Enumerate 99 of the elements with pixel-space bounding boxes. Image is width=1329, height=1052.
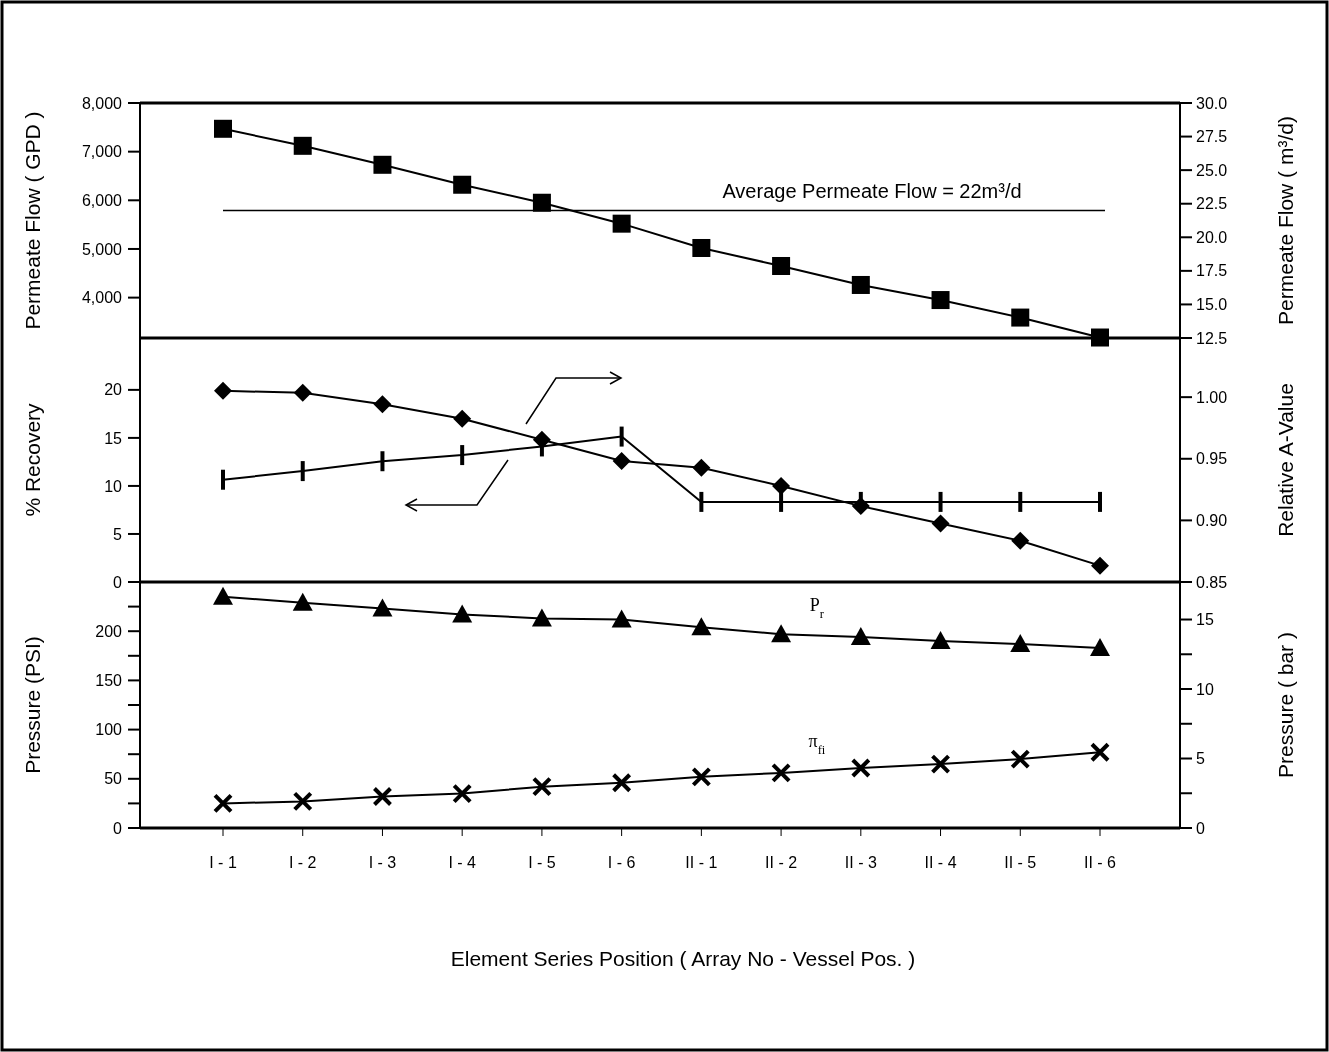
point xyxy=(1090,637,1110,656)
series-label: π$_{fi}$ xyxy=(808,730,826,757)
point xyxy=(612,451,631,470)
y-tick-label: 5 xyxy=(113,525,123,543)
point xyxy=(372,786,393,807)
y2-tick-label: 5 xyxy=(1196,750,1205,768)
point xyxy=(931,291,950,310)
y-tick-label: 200 xyxy=(95,622,123,640)
point xyxy=(373,155,392,174)
y-axis-title: % Recovery xyxy=(21,402,44,517)
ref-line-label: Average Permeate Flow = 22m³/d xyxy=(722,180,1022,203)
point xyxy=(214,381,232,400)
y2-tick-label: 17.5 xyxy=(1196,262,1228,280)
point xyxy=(772,256,791,275)
y2-tick-label: 0.95 xyxy=(1196,450,1228,468)
point xyxy=(771,762,792,783)
x-tick-label: I - 6 xyxy=(607,854,636,871)
y-tick-label: 8,000 xyxy=(81,94,123,112)
point xyxy=(452,783,473,804)
y2-axis-title: Pressure ( bar ) xyxy=(1274,632,1297,778)
x-tick-label: II - 6 xyxy=(1083,854,1117,871)
x-tick-label: I - 1 xyxy=(209,854,237,871)
y-tick-label: 0 xyxy=(113,819,123,837)
point xyxy=(1010,749,1031,770)
y-tick-label: 15 xyxy=(104,429,123,447)
point xyxy=(850,627,871,646)
series-label: P$_{r}$ xyxy=(809,595,825,622)
y2-tick-label: 30.0 xyxy=(1196,94,1228,112)
y2-tick-label: 12.5 xyxy=(1196,329,1228,347)
point xyxy=(1010,633,1031,652)
y2-tick-label: 0.90 xyxy=(1196,511,1228,529)
x-axis-title: Element Series Position ( Array No - Vessel Pos. ) xyxy=(450,947,916,970)
y-tick-label: 150 xyxy=(95,672,123,689)
y-tick-label: 5,000 xyxy=(81,240,123,258)
x-tick-label: I - 2 xyxy=(288,854,317,871)
point xyxy=(611,772,632,793)
point xyxy=(452,604,473,623)
point xyxy=(372,598,393,617)
y2-tick-label: 27.5 xyxy=(1196,128,1228,146)
y-tick-label: 7,000 xyxy=(81,143,123,161)
point xyxy=(1011,308,1030,327)
y2-tick-label: 15 xyxy=(1196,611,1214,629)
y2-tick-label: 22.5 xyxy=(1196,195,1228,213)
point xyxy=(1011,531,1030,550)
x-tick-label: II - 2 xyxy=(765,854,798,871)
x-tick-label: I - 5 xyxy=(528,854,556,871)
y2-axis-title: Permeate Flow ( m³/d) xyxy=(1274,116,1297,325)
point xyxy=(453,175,472,194)
point xyxy=(771,624,792,643)
point xyxy=(453,409,472,428)
y2-tick-label: 0 xyxy=(1196,819,1205,837)
y-axis-title: Permeate Flow ( GPD ) xyxy=(21,111,44,330)
y2-axis-title: Relative A-Value xyxy=(1274,383,1297,537)
y-tick-label: 6,000 xyxy=(81,191,123,209)
y-axis-title: Pressure (PSI) xyxy=(21,636,44,774)
point xyxy=(214,119,232,138)
point xyxy=(1090,742,1110,763)
y2-tick-label: 25.0 xyxy=(1196,161,1228,179)
y2-tick-label: 20.0 xyxy=(1196,228,1228,246)
y2-tick-label: 1.00 xyxy=(1196,388,1228,406)
point xyxy=(691,766,712,787)
point xyxy=(850,757,871,778)
x-tick-label: II - 4 xyxy=(924,854,957,871)
y2-tick-label: 15.0 xyxy=(1196,296,1228,314)
y-tick-label: 20 xyxy=(104,381,123,399)
x-tick-label: II - 1 xyxy=(685,854,718,871)
x-tick-label: II - 3 xyxy=(844,854,877,871)
point xyxy=(373,395,392,414)
point xyxy=(611,609,632,628)
x-tick-label: II - 5 xyxy=(1004,854,1037,871)
x-tick-label: I - 4 xyxy=(448,854,477,871)
point xyxy=(532,193,551,212)
point xyxy=(213,793,233,814)
point xyxy=(292,791,313,812)
point xyxy=(292,592,313,611)
point xyxy=(1091,556,1109,575)
y-tick-label: 100 xyxy=(95,721,123,739)
point xyxy=(213,586,233,605)
point xyxy=(692,458,711,477)
point xyxy=(293,136,312,155)
point xyxy=(612,214,631,233)
y-tick-label: 4,000 xyxy=(81,289,123,307)
point xyxy=(692,238,711,257)
point xyxy=(851,275,870,294)
point xyxy=(691,617,712,636)
y-tick-label: 0 xyxy=(113,573,123,591)
y-tick-label: 10 xyxy=(104,477,123,495)
y2-tick-label: 10 xyxy=(1196,680,1214,698)
point xyxy=(293,383,312,402)
point xyxy=(931,514,950,533)
point xyxy=(930,754,951,775)
point xyxy=(930,631,951,650)
y2-tick-label: 0.85 xyxy=(1196,573,1228,591)
point xyxy=(1091,328,1109,347)
point xyxy=(531,776,552,797)
y-tick-label: 50 xyxy=(104,770,123,788)
point xyxy=(531,608,552,627)
x-tick-label: I - 3 xyxy=(368,854,397,871)
point xyxy=(772,476,791,495)
